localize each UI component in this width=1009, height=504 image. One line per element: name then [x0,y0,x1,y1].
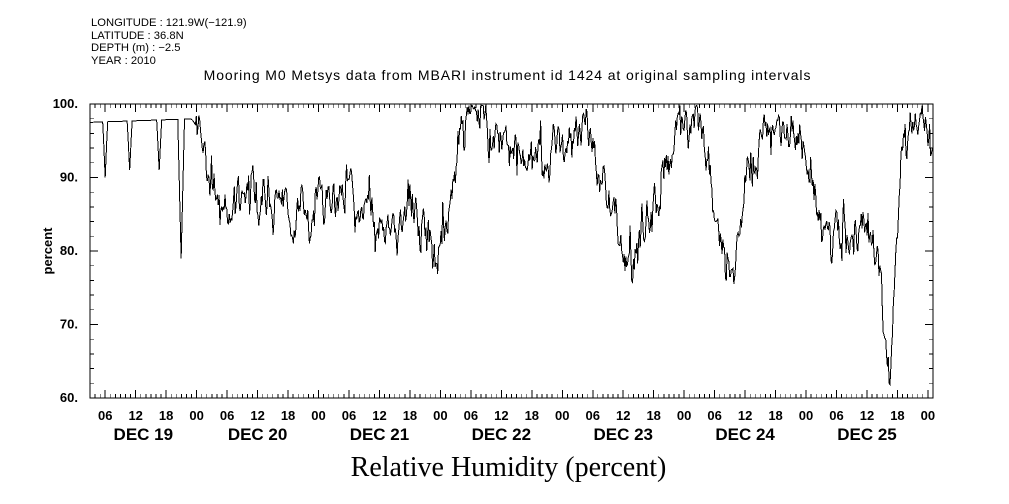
svg-text:DEC 20: DEC 20 [228,425,288,444]
svg-text:06: 06 [464,408,478,423]
svg-text:DEC 21: DEC 21 [350,425,410,444]
svg-text:00: 00 [555,408,569,423]
svg-text:DEC 23: DEC 23 [593,425,653,444]
svg-text:DEC 19: DEC 19 [114,425,174,444]
svg-text:percent: percent [40,227,55,275]
svg-text:70.: 70. [60,317,78,332]
svg-text:DEC 22: DEC 22 [472,425,532,444]
svg-text:80.: 80. [60,243,78,258]
svg-text:12: 12 [738,408,752,423]
svg-text:00: 00 [677,408,691,423]
svg-text:60.: 60. [60,390,78,405]
svg-text:12: 12 [372,408,386,423]
svg-text:00: 00 [189,408,203,423]
svg-text:18: 18 [281,408,295,423]
svg-text:12: 12 [860,408,874,423]
svg-text:DEC 24: DEC 24 [715,425,775,444]
svg-text:12: 12 [494,408,508,423]
svg-text:18: 18 [768,408,782,423]
svg-text:90.: 90. [60,170,78,185]
svg-text:06: 06 [707,408,721,423]
svg-text:06: 06 [220,408,234,423]
svg-text:00: 00 [311,408,325,423]
svg-text:18: 18 [159,408,173,423]
svg-text:06: 06 [829,408,843,423]
svg-text:06: 06 [342,408,356,423]
svg-text:18: 18 [646,408,660,423]
svg-text:12: 12 [616,408,630,423]
svg-text:00: 00 [799,408,813,423]
svg-text:18: 18 [525,408,539,423]
svg-text:18: 18 [890,408,904,423]
svg-text:06: 06 [586,408,600,423]
svg-text:00: 00 [433,408,447,423]
svg-text:12: 12 [128,408,142,423]
svg-text:18: 18 [403,408,417,423]
svg-text:06: 06 [98,408,112,423]
svg-text:100.: 100. [53,96,78,111]
svg-text:12: 12 [250,408,264,423]
svg-text:00: 00 [921,408,935,423]
svg-text:DEC 25: DEC 25 [837,425,897,444]
